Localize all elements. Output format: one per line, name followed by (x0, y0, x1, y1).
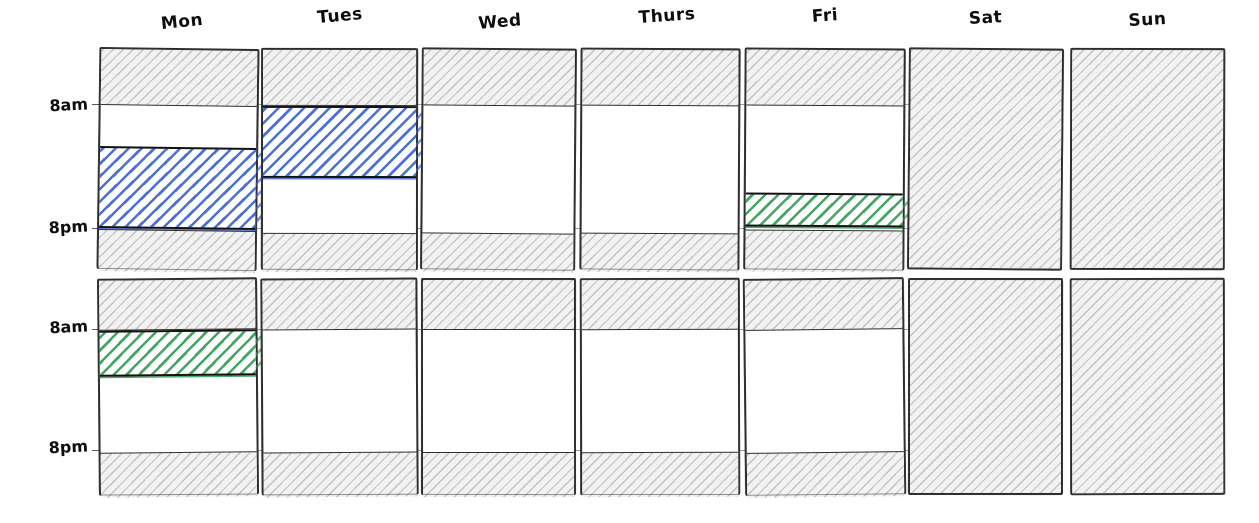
time-label-8am-week-2: 8am (48, 316, 89, 338)
day-column-sun-week-2[interactable] (1069, 277, 1226, 496)
unavailable-block-tues-week-1-2 (262, 232, 416, 273)
day-column-mon-week-2[interactable] (96, 277, 260, 498)
unavailable-block-thurs-week-2-1 (582, 451, 739, 498)
unavailable-block-sun-week-1-0 (1071, 49, 1224, 269)
unavailable-block-wed-week-1-0 (423, 49, 575, 107)
unavailable-block-mon-week-1-0 (100, 49, 258, 108)
unavailable-block-tues-week-1-0 (263, 49, 417, 107)
unavailable-block-wed-week-2-0 (422, 279, 574, 331)
unavailable-block-fri-week-2-1 (746, 451, 905, 498)
unavailable-block-mon-week-2-0 (98, 279, 256, 331)
day-header-thurs: Thurs (637, 4, 697, 28)
time-label-8pm-week-1: 8pm (48, 216, 89, 238)
unavailable-block-fri-week-1-2 (745, 229, 903, 273)
unavailable-block-mon-week-1-2 (98, 228, 256, 273)
day-column-tues-week-1[interactable] (260, 47, 419, 273)
day-column-wed-week-1[interactable] (420, 47, 577, 273)
event-block-busy-mon-week-1-1[interactable] (99, 145, 257, 231)
unavailable-block-sat-week-2-0 (910, 280, 1061, 493)
day-header-tues: Tues (316, 4, 364, 28)
day-column-sat-week-1[interactable] (907, 47, 1064, 271)
day-column-sat-week-2[interactable] (908, 278, 1063, 495)
day-header-wed: Wed (477, 10, 523, 34)
unavailable-block-wed-week-1-1 (422, 232, 574, 273)
day-header-sat: Sat (968, 7, 1003, 29)
unavailable-block-thurs-week-1-0 (582, 49, 739, 107)
day-column-fri-week-1[interactable] (743, 47, 906, 273)
unavailable-block-tues-week-2-0 (262, 279, 416, 331)
day-column-fri-week-2[interactable] (742, 277, 907, 498)
unavailable-block-tues-week-2-1 (263, 451, 417, 498)
event-block-busy-tues-week-1-1[interactable] (262, 105, 417, 179)
unavailable-block-mon-week-2-2 (100, 451, 258, 498)
day-column-wed-week-2[interactable] (420, 277, 577, 498)
unavailable-block-fri-week-2-0 (744, 279, 903, 331)
event-block-proposed-mon-week-2-1[interactable] (99, 329, 256, 377)
time-label-8am-week-1: 8am (48, 94, 89, 116)
day-column-tues-week-2[interactable] (260, 277, 419, 498)
day-header-fri: Fri (811, 5, 839, 27)
unavailable-block-wed-week-2-1 (423, 451, 575, 498)
day-column-thurs-week-2[interactable] (579, 277, 741, 498)
unavailable-block-sun-week-2-0 (1071, 279, 1224, 494)
unavailable-block-thurs-week-2-0 (581, 279, 738, 331)
day-column-thurs-week-1[interactable] (579, 47, 741, 273)
unavailable-block-fri-week-1-0 (746, 49, 904, 107)
day-header-sun: Sun (1128, 9, 1167, 31)
unavailable-block-sat-week-1-0 (909, 49, 1062, 269)
time-label-8pm-week-2: 8pm (48, 436, 89, 458)
event-block-proposed-fri-week-1-1[interactable] (745, 192, 903, 228)
day-column-mon-week-1[interactable] (96, 46, 260, 273)
day-header-mon: Mon (159, 9, 205, 35)
unavailable-block-thurs-week-1-1 (581, 232, 738, 273)
day-column-sun-week-1[interactable] (1069, 47, 1226, 271)
